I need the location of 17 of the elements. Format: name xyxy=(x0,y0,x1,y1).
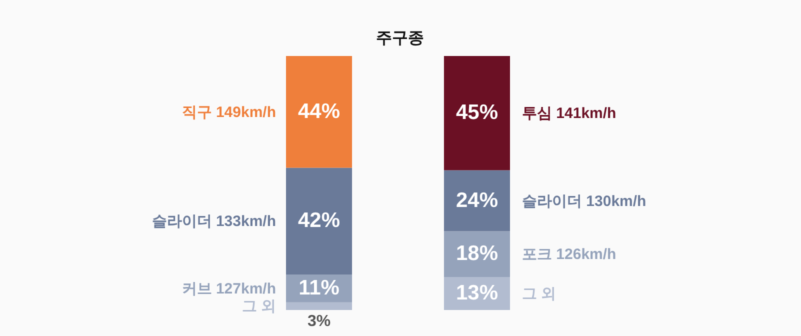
chart-title: 주구종 xyxy=(376,30,424,47)
data-label: 45% xyxy=(456,101,498,124)
data-label: 3% xyxy=(307,313,331,330)
data-label: 44% xyxy=(298,100,340,123)
series-label: 그 외 xyxy=(242,298,276,316)
series-label: 슬라이더 130km/h xyxy=(522,192,646,210)
series-label: 직구 149km/h xyxy=(182,104,276,121)
data-label: 42% xyxy=(298,209,340,232)
data-label: 24% xyxy=(456,188,498,212)
series-label: 투심 141km/h xyxy=(522,105,616,122)
series-label: 그 외 xyxy=(522,285,556,302)
series-label: 커브 127km/h xyxy=(182,280,276,298)
series-label: 포크 126km/h xyxy=(522,246,616,264)
data-label: 18% xyxy=(456,242,498,266)
series-label: 슬라이더 133km/h xyxy=(152,213,276,230)
data-label: 11% xyxy=(298,276,340,300)
data-label: 13% xyxy=(456,281,498,304)
